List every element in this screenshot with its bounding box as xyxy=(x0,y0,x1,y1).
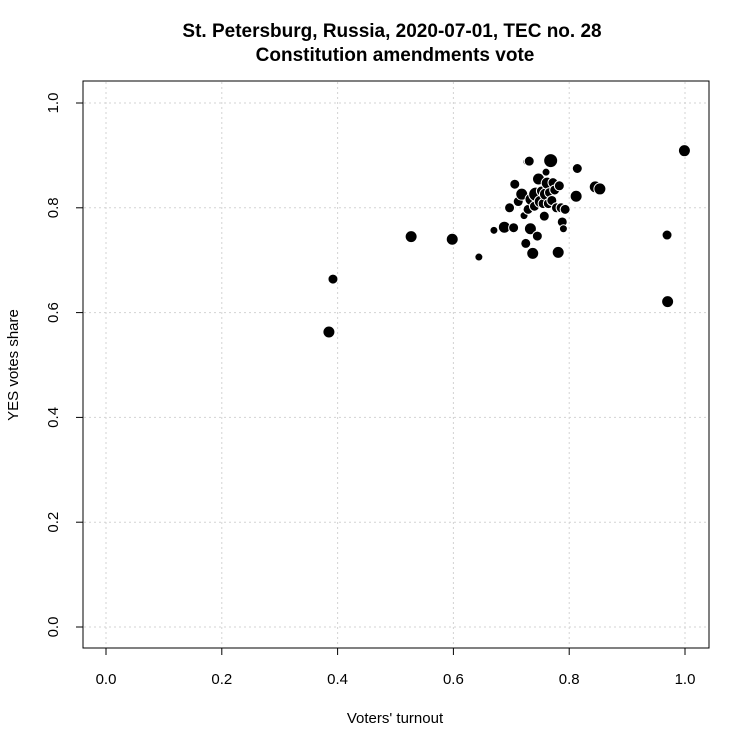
data-point-16 xyxy=(523,155,535,167)
axes: 0.0 0.2 0.4 0.6 0.8 1.0 0.0 0.2 0.4 0.6 0.8 1.0 xyxy=(45,93,695,688)
x-tick-label-1: 0.2 xyxy=(211,671,232,688)
data-point-3 xyxy=(445,232,459,246)
data-point-49 xyxy=(661,295,675,309)
data-point-48 xyxy=(661,229,673,241)
data-point-5 xyxy=(489,225,499,235)
data-point-47 xyxy=(593,182,607,196)
data-point-42 xyxy=(558,224,568,234)
chart-subtitle: Constitution amendments vote xyxy=(256,45,535,66)
data-point-19 xyxy=(526,246,540,260)
data-point-27 xyxy=(538,210,550,222)
data-point-43 xyxy=(559,203,571,215)
data-point-29 xyxy=(541,167,551,177)
x-tick-label-4: 0.8 xyxy=(559,671,580,688)
x-tick-label-2: 0.4 xyxy=(327,671,348,688)
data-point-50 xyxy=(677,144,691,158)
data-point-2 xyxy=(404,230,418,244)
data-point-45 xyxy=(571,163,583,174)
x-axis-label: Voters' turnout xyxy=(347,710,444,727)
x-tick-label-3: 0.6 xyxy=(443,671,464,688)
data-point-0 xyxy=(322,325,336,339)
y-tick-label-1: 0.2 xyxy=(45,512,62,533)
data-point-33 xyxy=(543,153,559,169)
data-point-13 xyxy=(520,237,532,249)
chart-title: St. Petersburg, Russia, 2020-07-01, TEC … xyxy=(182,21,601,42)
data-point-7 xyxy=(504,202,516,214)
y-tick-label-3: 0.6 xyxy=(45,302,62,323)
data-point-44 xyxy=(569,189,583,203)
y-tick-label-0: 0.0 xyxy=(45,617,62,638)
data-point-38 xyxy=(551,245,565,259)
data-point-9 xyxy=(509,178,521,190)
data-point-39 xyxy=(553,180,565,192)
x-tick-label-5: 1.0 xyxy=(675,671,696,688)
data-point-22 xyxy=(531,230,543,242)
data-points xyxy=(322,144,691,339)
data-point-17 xyxy=(523,222,537,236)
data-point-4 xyxy=(474,252,484,262)
data-point-8 xyxy=(508,222,520,234)
y-axis-label: YES votes share xyxy=(5,309,22,421)
grid-lines xyxy=(84,82,708,647)
x-tick-label-0: 0.0 xyxy=(96,671,117,688)
y-tick-label-2: 0.4 xyxy=(45,407,62,428)
data-point-1 xyxy=(327,273,339,285)
y-tick-label-4: 0.8 xyxy=(45,197,62,218)
y-tick-label-5: 1.0 xyxy=(45,93,62,114)
plot-frame xyxy=(82,80,710,649)
